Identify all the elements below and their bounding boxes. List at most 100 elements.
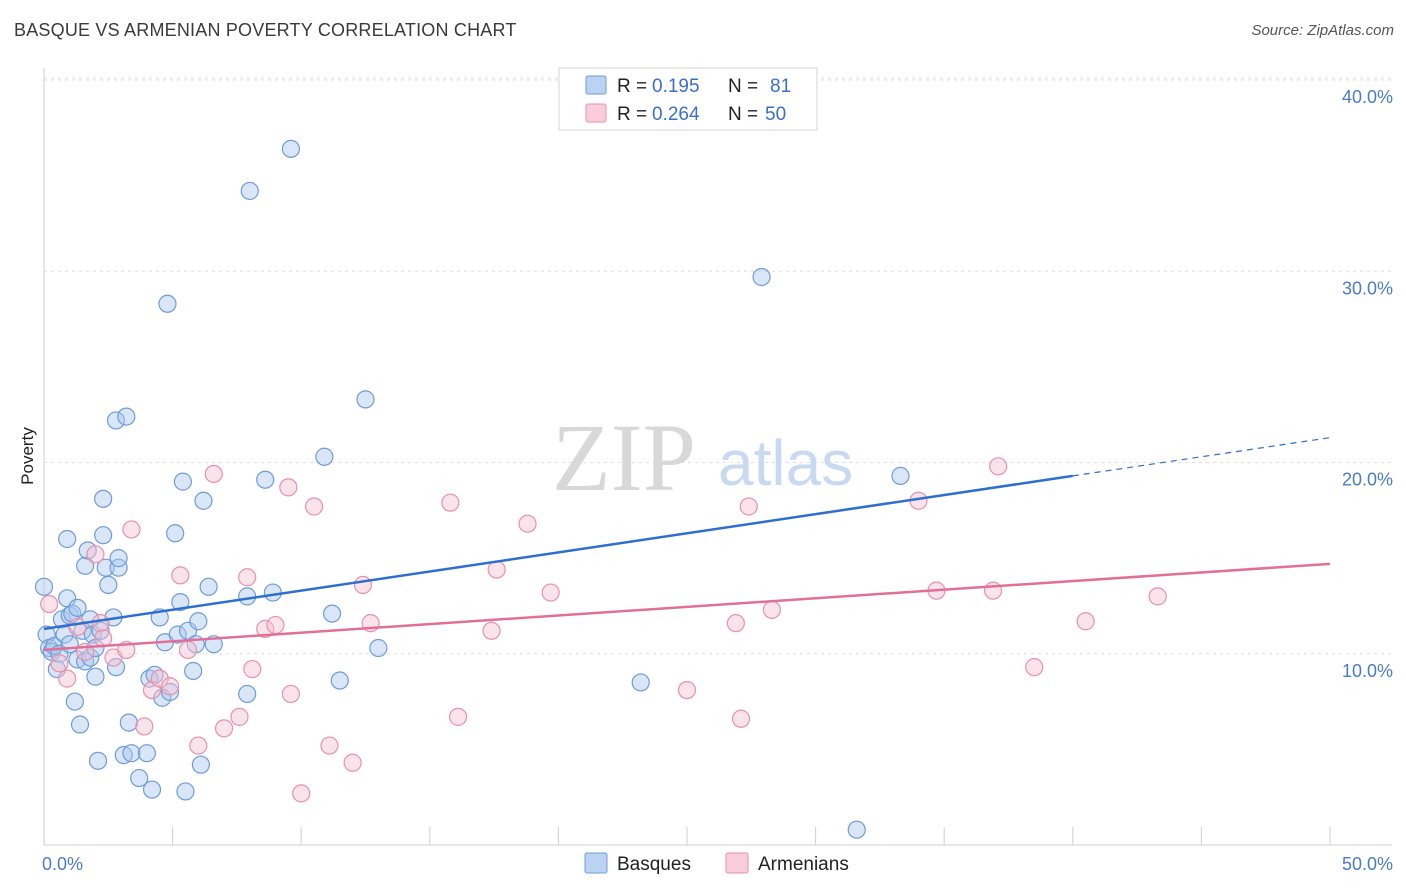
point-basques: [256, 470, 275, 489]
point-basques: [199, 577, 218, 596]
grid-lines: [44, 77, 1392, 655]
watermark-zip: ZIP: [552, 404, 696, 511]
point-armenians: [160, 677, 180, 696]
point-armenians: [150, 669, 169, 688]
point-armenians: [353, 575, 373, 595]
point-basques: [263, 583, 283, 602]
point-armenians: [189, 736, 208, 755]
point-armenians: [58, 669, 77, 688]
point-basques: [70, 715, 90, 734]
chart-source: Source: ZipAtlas.com: [1251, 22, 1394, 39]
point-basques: [191, 755, 210, 774]
point-armenians: [281, 684, 301, 704]
point-armenians: [677, 680, 697, 700]
point-basques: [86, 667, 105, 686]
point-basques: [176, 782, 195, 801]
chart-title: BASQUE VS ARMENIAN POVERTY CORRELATION C…: [14, 20, 517, 40]
legend-r-label: R =: [617, 76, 647, 97]
y-axis-label: Poverty: [18, 427, 37, 485]
point-basques: [631, 673, 650, 692]
x-tick-label: 0.0%: [42, 854, 83, 874]
point-armenians: [238, 568, 257, 587]
y-tick-label: 40.0%: [1342, 87, 1393, 107]
point-basques: [137, 744, 156, 763]
point-armenians: [482, 621, 501, 640]
point-armenians: [279, 478, 298, 497]
legend-top: R = 0.195 N = 81 R = 0.264 N = 50: [558, 67, 818, 131]
y-tick-label: 10.0%: [1342, 661, 1393, 681]
point-armenians: [91, 614, 110, 633]
point-armenians: [178, 640, 198, 660]
watermark-atlas: atlas: [718, 427, 853, 499]
legend-n-value: 81: [770, 76, 791, 97]
point-armenians: [122, 520, 141, 539]
point-armenians: [292, 784, 311, 803]
point-basques: [189, 612, 208, 631]
point-basques: [109, 558, 128, 577]
point-basques: [68, 598, 87, 617]
point-basques: [160, 682, 180, 702]
legend-r-value: 0.195: [652, 76, 700, 97]
point-basques: [119, 713, 138, 732]
point-armenians: [50, 654, 69, 673]
point-armenians: [320, 736, 339, 755]
point-basques: [168, 625, 187, 644]
point-basques: [322, 604, 342, 623]
point-basques: [184, 661, 203, 681]
legend-label-armenians: Armenians: [758, 854, 849, 875]
point-armenians: [541, 583, 560, 602]
legend-r-value: 0.264: [652, 104, 700, 125]
legend-r-label: R =: [617, 104, 647, 125]
legend-n-label: N =: [728, 76, 758, 97]
legend-n-label: N =: [728, 104, 758, 125]
point-basques: [891, 466, 910, 485]
trend-line-armenians: [43, 562, 1331, 652]
point-armenians: [230, 707, 249, 726]
point-basques: [330, 671, 349, 690]
point-basques: [122, 744, 141, 763]
point-basques: [158, 294, 177, 313]
point-armenians: [739, 497, 758, 516]
legend-swatch-armenians: [725, 852, 749, 874]
point-armenians: [266, 615, 285, 635]
point-armenians: [204, 464, 223, 484]
point-basques: [240, 181, 259, 201]
point-basques: [173, 472, 192, 491]
trend-layer: [43, 437, 1331, 652]
point-basques: [142, 780, 162, 799]
point-armenians: [68, 617, 87, 637]
point-armenians: [1076, 612, 1095, 631]
point-armenians: [762, 600, 781, 619]
point-basques: [847, 820, 866, 839]
point-basques: [94, 526, 113, 545]
point-armenians: [214, 719, 234, 738]
point-basques: [281, 139, 301, 158]
point-armenians: [726, 614, 745, 633]
legend-swatch-basques: [585, 75, 607, 95]
point-armenians: [40, 594, 59, 614]
point-basques: [63, 604, 82, 623]
legend-swatch-armenians: [585, 103, 607, 123]
point-basques: [109, 549, 128, 568]
point-armenians: [243, 659, 262, 679]
point-basques: [76, 556, 95, 575]
y-tick-labels: 10.0% 20.0% 30.0% 40.0%: [1342, 87, 1393, 681]
point-basques: [166, 524, 185, 543]
point-basques: [194, 491, 213, 510]
legend-label-basques: Basques: [617, 854, 691, 875]
point-armenians: [731, 709, 751, 728]
point-basques: [94, 489, 113, 508]
point-basques: [106, 411, 126, 430]
point-armenians: [983, 581, 1003, 600]
point-armenians: [1148, 587, 1167, 606]
point-basques: [88, 751, 108, 770]
y-tick-label: 20.0%: [1342, 470, 1393, 490]
point-armenians: [86, 545, 105, 564]
point-armenians: [135, 717, 154, 736]
point-basques: [315, 447, 334, 466]
point-basques: [752, 267, 771, 287]
point-armenians: [448, 707, 468, 726]
point-basques: [58, 529, 77, 549]
trend-line-basques: [43, 474, 1073, 631]
